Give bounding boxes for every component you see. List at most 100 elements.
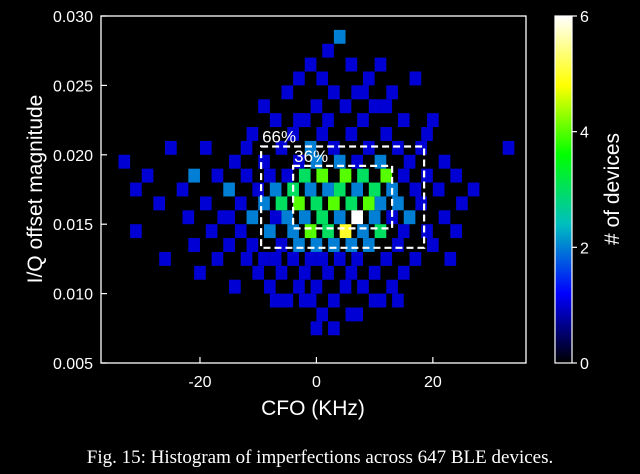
heatmap-cell <box>205 224 218 239</box>
heatmap-cell <box>357 85 369 100</box>
heatmap-cell <box>275 265 288 280</box>
annotations: 66%36% <box>260 127 426 249</box>
heatmap-cell <box>141 168 154 183</box>
heatmap-cell <box>403 154 416 169</box>
heatmap-cell <box>258 99 270 114</box>
heatmap-cell <box>264 279 276 294</box>
heatmap-cell <box>386 85 398 100</box>
heatmap-cell <box>427 238 439 252</box>
heatmap-cell <box>322 182 334 197</box>
heatmap-cell <box>397 265 410 280</box>
figure-caption: Fig. 15: Histogram of imperfections acro… <box>86 447 554 468</box>
heatmap-cell <box>450 224 462 239</box>
heatmap-cell <box>328 321 340 336</box>
heatmap-cell <box>240 140 253 155</box>
heatmap-cell <box>118 154 131 169</box>
heatmap-cell <box>298 168 311 183</box>
colorbar-tick-label: 6 <box>580 9 589 26</box>
heatmap-cell <box>392 293 404 308</box>
heatmap-cell <box>397 224 410 239</box>
heatmap-cell <box>310 321 323 336</box>
heatmap-cell <box>374 154 387 169</box>
heatmap-cell <box>246 127 259 141</box>
heatmap-cell <box>252 265 265 280</box>
heatmap-cell <box>409 182 422 197</box>
heatmap-cell <box>304 57 317 72</box>
heatmap-cell <box>362 196 375 211</box>
heatmap-cell <box>293 279 305 294</box>
heatmap-cell <box>211 168 224 183</box>
heatmap-cell <box>333 29 346 44</box>
heatmap-cell <box>345 307 358 322</box>
y-axis-ticks: 0.005 0.010 0.015 0.020 0.025 0.030 <box>53 9 107 373</box>
heatmap-cell <box>357 224 369 239</box>
heatmap-cell <box>351 251 363 266</box>
heatmap-cell <box>450 168 462 183</box>
heatmap-cell <box>188 168 200 183</box>
heatmap-cell <box>304 251 317 266</box>
colorbar-tick-label: 0 <box>580 356 589 373</box>
heatmap-cell <box>421 224 433 239</box>
heatmap-cell <box>351 85 363 100</box>
plot-frame <box>100 15 527 364</box>
y-tick-label: 0.030 <box>53 9 93 26</box>
heatmap-cell <box>293 71 305 86</box>
heatmap-cell <box>427 113 439 128</box>
heatmap-cell <box>322 43 334 58</box>
heatmap-cell <box>339 99 352 114</box>
heatmap-cell <box>415 196 428 211</box>
heatmap-cell <box>328 85 340 100</box>
colorbar-tick-label: 2 <box>580 240 589 257</box>
heatmap-cell <box>176 182 189 197</box>
heatmap-cell <box>345 127 358 141</box>
heatmap-cell <box>333 251 346 266</box>
heatmap-cell <box>264 224 276 239</box>
heatmap-cell <box>223 238 235 252</box>
y-tick-label: 0.005 <box>53 356 93 373</box>
heatmap-cell <box>357 168 369 183</box>
heatmap-cell <box>322 265 334 280</box>
heatmap-cell <box>328 196 340 211</box>
heatmap-cell <box>229 279 241 294</box>
heatmap-cell <box>130 224 142 239</box>
heatmap-cell <box>310 99 323 114</box>
heatmap-cell <box>281 85 294 100</box>
heatmap-cell <box>357 113 369 128</box>
heatmap-cell <box>339 224 352 239</box>
heatmap-cell <box>345 238 358 252</box>
heatmap-cell <box>339 168 352 183</box>
heatmap-cell <box>246 210 259 225</box>
heatmap-cell <box>199 140 212 155</box>
heatmap-cell <box>293 238 305 252</box>
heatmap-cell <box>409 71 422 86</box>
y-tick-label: 0.010 <box>53 287 93 304</box>
heatmap-cell <box>316 251 329 266</box>
heatmap-cell <box>298 265 311 280</box>
heatmap-cell <box>351 154 363 169</box>
heatmap-cell <box>269 182 282 197</box>
heatmap-cell <box>438 210 451 225</box>
heatmap-cell <box>316 127 329 141</box>
heatmap-cell <box>269 113 282 128</box>
heatmap-cell <box>304 293 317 308</box>
heatmap-cell <box>304 182 317 197</box>
heatmap-cell <box>333 210 346 225</box>
colorbar-tick-label: 4 <box>580 125 589 142</box>
heatmap-cell <box>298 210 311 225</box>
heatmap-cell <box>165 140 177 155</box>
heatmap-cell <box>362 71 375 86</box>
heatmap-cell <box>264 168 276 183</box>
heatmap-cell <box>293 196 305 211</box>
heatmap-cell <box>368 182 381 197</box>
y-tick-label: 0.025 <box>53 78 93 95</box>
heatmap-cell <box>339 279 352 294</box>
heatmap-cell <box>281 168 294 183</box>
annotation-label: 36% <box>294 147 328 166</box>
heatmap-cell <box>229 154 241 169</box>
heatmap-cell <box>368 210 381 225</box>
annotation-box <box>292 164 394 230</box>
heatmap-cell <box>392 196 404 211</box>
heatmap-cell <box>258 196 270 211</box>
heatmap-cell <box>421 127 433 141</box>
x-tick-label: 20 <box>424 374 442 391</box>
